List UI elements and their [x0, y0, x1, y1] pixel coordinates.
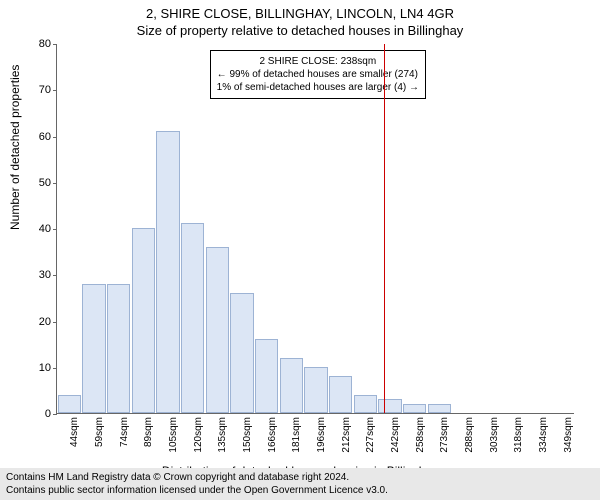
histogram-bar [403, 404, 426, 413]
y-tick-mark [53, 275, 57, 276]
chart-container: 2, SHIRE CLOSE, BILLINGHAY, LINCOLN, LN4… [0, 0, 600, 500]
histogram-bar [354, 395, 377, 414]
histogram-bar [230, 293, 253, 413]
y-tick-mark [53, 183, 57, 184]
y-tick-mark [53, 322, 57, 323]
annotation-line1: 2 SHIRE CLOSE: 238sqm [217, 55, 419, 68]
y-tick-mark [53, 368, 57, 369]
y-tick-mark [53, 137, 57, 138]
x-tick: 166sqm [267, 417, 278, 453]
histogram-bar [58, 395, 81, 414]
histogram-bar [329, 376, 352, 413]
x-tick: 89sqm [143, 417, 154, 447]
histogram-bar [280, 358, 303, 414]
x-tick: 227sqm [365, 417, 376, 453]
chart-title: 2, SHIRE CLOSE, BILLINGHAY, LINCOLN, LN4… [0, 0, 600, 21]
x-tick: 181sqm [291, 417, 302, 453]
histogram-bar [107, 284, 130, 414]
x-tick: 196sqm [316, 417, 327, 453]
x-tick: 74sqm [119, 417, 130, 447]
x-tick: 242sqm [390, 417, 401, 453]
chart-subtitle: Size of property relative to detached ho… [0, 21, 600, 38]
annotation-line3: 1% of semi-detached houses are larger (4… [217, 81, 419, 94]
y-tick-mark [53, 44, 57, 45]
x-tick: 135sqm [217, 417, 228, 453]
histogram-bar [82, 284, 105, 414]
annotation-line2: ← 99% of detached houses are smaller (27… [217, 68, 419, 81]
histogram-bar [428, 404, 451, 413]
histogram-bar [255, 339, 278, 413]
y-axis-label: Number of detached properties [8, 65, 22, 230]
y-tick-mark [53, 229, 57, 230]
histogram-bar [132, 228, 155, 413]
x-tick: 303sqm [489, 417, 500, 453]
x-tick: 59sqm [94, 417, 105, 447]
x-tick: 120sqm [193, 417, 204, 453]
histogram-bar [378, 399, 401, 413]
x-tick: 288sqm [464, 417, 475, 453]
x-tick: 318sqm [513, 417, 524, 453]
footer-line1: Contains HM Land Registry data © Crown c… [6, 471, 594, 484]
x-tick: 105sqm [168, 417, 179, 453]
x-tick: 273sqm [439, 417, 450, 453]
x-tick: 349sqm [563, 417, 574, 453]
footer-line2: Contains public sector information licen… [6, 484, 594, 497]
x-tick: 334sqm [538, 417, 549, 453]
x-tick: 44sqm [69, 417, 80, 447]
reference-line [384, 44, 385, 413]
histogram-bar [206, 247, 229, 414]
histogram-bar [156, 131, 179, 413]
y-tick-mark [53, 90, 57, 91]
plot-area: 2 SHIRE CLOSE: 238sqm ← 99% of detached … [56, 44, 574, 414]
histogram-bar [304, 367, 327, 413]
annotation-box: 2 SHIRE CLOSE: 238sqm ← 99% of detached … [210, 50, 426, 99]
footer: Contains HM Land Registry data © Crown c… [0, 468, 600, 500]
x-tick: 258sqm [415, 417, 426, 453]
x-tick: 212sqm [341, 417, 352, 453]
y-tick-mark [53, 414, 57, 415]
x-tick: 150sqm [242, 417, 253, 453]
histogram-bar [181, 223, 204, 413]
